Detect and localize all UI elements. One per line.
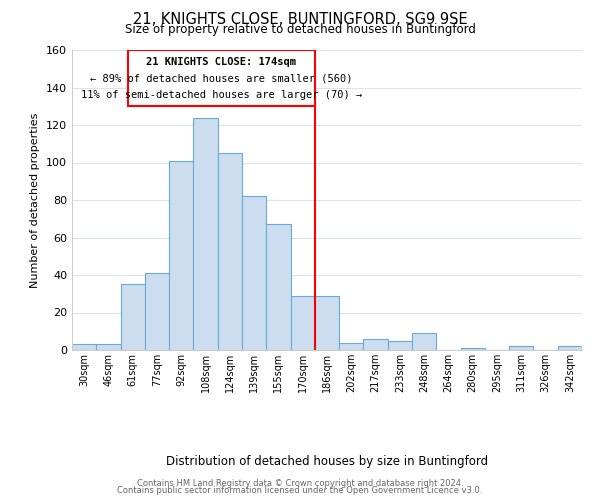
Bar	[121, 284, 145, 350]
Bar	[145, 273, 169, 350]
Bar	[96, 344, 121, 350]
Bar	[315, 296, 339, 350]
Text: Contains HM Land Registry data © Crown copyright and database right 2024.: Contains HM Land Registry data © Crown c…	[137, 478, 463, 488]
Text: Size of property relative to detached houses in Buntingford: Size of property relative to detached ho…	[125, 22, 475, 36]
Bar	[339, 342, 364, 350]
Bar	[461, 348, 485, 350]
Bar	[193, 118, 218, 350]
Bar	[388, 340, 412, 350]
Text: Contains public sector information licensed under the Open Government Licence v3: Contains public sector information licen…	[118, 486, 482, 495]
Bar	[266, 224, 290, 350]
Bar	[412, 333, 436, 350]
Y-axis label: Number of detached properties: Number of detached properties	[31, 112, 40, 288]
Bar	[364, 339, 388, 350]
Text: 21 KNIGHTS CLOSE: 174sqm: 21 KNIGHTS CLOSE: 174sqm	[146, 56, 296, 66]
Bar	[558, 346, 582, 350]
Bar	[242, 196, 266, 350]
Bar	[128, 50, 315, 106]
Bar	[218, 153, 242, 350]
Bar	[509, 346, 533, 350]
Bar	[72, 344, 96, 350]
X-axis label: Distribution of detached houses by size in Buntingford: Distribution of detached houses by size …	[166, 454, 488, 468]
Bar	[169, 160, 193, 350]
Text: 21, KNIGHTS CLOSE, BUNTINGFORD, SG9 9SE: 21, KNIGHTS CLOSE, BUNTINGFORD, SG9 9SE	[133, 12, 467, 28]
Text: ← 89% of detached houses are smaller (560): ← 89% of detached houses are smaller (56…	[90, 74, 353, 84]
Text: 11% of semi-detached houses are larger (70) →: 11% of semi-detached houses are larger (…	[81, 90, 362, 101]
Bar	[290, 296, 315, 350]
